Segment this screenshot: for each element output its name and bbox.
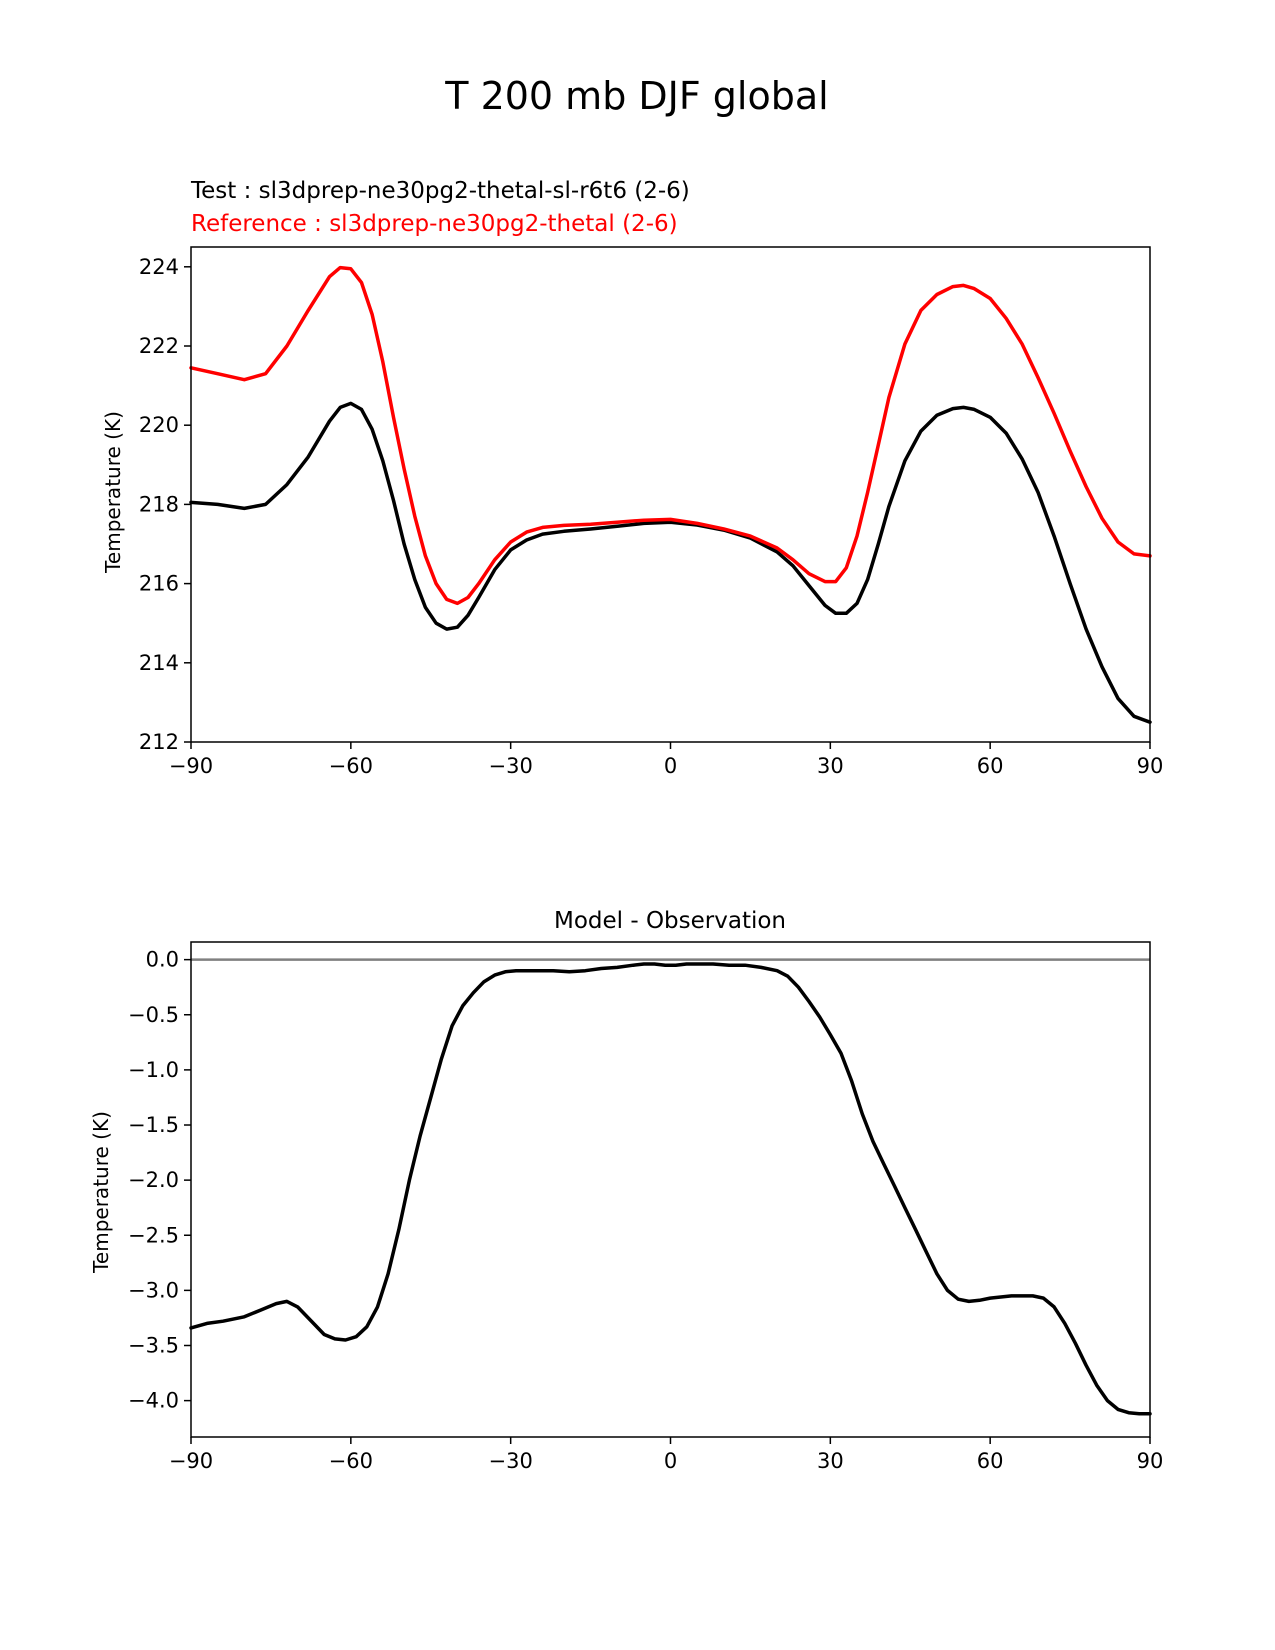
bottom-y-tick-label: −3.0 xyxy=(128,1278,179,1302)
top-x-tick-label: 30 xyxy=(817,754,844,778)
bottom-series-difference xyxy=(189,962,1152,1416)
bottom-y-tick-label: −4.0 xyxy=(128,1389,179,1413)
reference-label: Reference : sl3dprep-ne30pg2-thetal (2-6… xyxy=(191,211,678,237)
top-x-tick-label: 90 xyxy=(1137,754,1164,778)
top-panel: Test : sl3dprep-ne30pg2-thetal-sl-r6t6 (… xyxy=(101,178,1163,778)
top-y-tick-label: 212 xyxy=(139,730,179,754)
bottom-y-tick-label: −3.5 xyxy=(128,1333,179,1357)
test-label: Test : sl3dprep-ne30pg2-thetal-sl-r6t6 (… xyxy=(190,178,690,204)
top-series-lines xyxy=(189,265,1152,724)
bottom-y-tick-label: 0.0 xyxy=(146,948,179,972)
bottom-series-lines xyxy=(189,962,1152,1416)
top-x-tick-label: 0 xyxy=(664,754,677,778)
bottom-panel-title: Model - Observation xyxy=(554,908,786,934)
top-y-tick-label: 216 xyxy=(139,572,179,596)
top-axis-ticks: −90 −60 −30 0 30 60 90 212 214 216 218 220 222 224 xyxy=(139,255,1163,778)
top-plot-frame xyxy=(190,246,1151,743)
top-series-test xyxy=(189,401,1152,724)
bottom-y-tick-label: −2.0 xyxy=(128,1168,179,1192)
bottom-x-tick-label: −60 xyxy=(329,1449,373,1473)
top-y-tick-label: 222 xyxy=(139,334,179,358)
top-y-axis-label: Temperature (K) xyxy=(101,411,125,574)
bottom-x-tick-label: −90 xyxy=(169,1449,213,1473)
top-series-reference xyxy=(189,265,1152,606)
bottom-panel: Model - Observation Temperature (K) −90−… xyxy=(89,908,1163,1473)
top-x-tick-label: 60 xyxy=(977,754,1004,778)
bottom-x-tick-label: −30 xyxy=(489,1449,533,1473)
bottom-y-tick-label: −2.5 xyxy=(128,1223,179,1247)
bottom-y-axis-label: Temperature (K) xyxy=(89,1111,113,1274)
bottom-plot-frame xyxy=(190,941,1151,1438)
top-y-tick-label: 220 xyxy=(139,413,179,437)
bottom-x-tick-label: 30 xyxy=(817,1449,844,1473)
bottom-x-tick-label: 0 xyxy=(664,1449,677,1473)
figure-title: T 200 mb DJF global xyxy=(444,74,828,118)
top-x-tick-label: −30 xyxy=(489,754,533,778)
bottom-x-tick-label: 60 xyxy=(977,1449,1004,1473)
bottom-x-tick-label: 90 xyxy=(1137,1449,1164,1473)
top-x-tick-label: −90 xyxy=(169,754,213,778)
top-y-tick-label: 218 xyxy=(139,492,179,516)
top-x-tick-label: −60 xyxy=(329,754,373,778)
top-y-tick-label: 214 xyxy=(139,651,179,675)
top-y-tick-label: 224 xyxy=(139,255,179,279)
bottom-y-tick-label: −1.0 xyxy=(128,1058,179,1082)
bottom-axis-ticks: −90 −60 −30 0 30 60 90 0.0 −0.5 −1.0 −1.5 −2.0 −2.5 −… xyxy=(128,948,1163,1473)
bottom-y-tick-label: −1.5 xyxy=(128,1113,179,1137)
bottom-y-tick-label: −0.5 xyxy=(128,1003,179,1027)
